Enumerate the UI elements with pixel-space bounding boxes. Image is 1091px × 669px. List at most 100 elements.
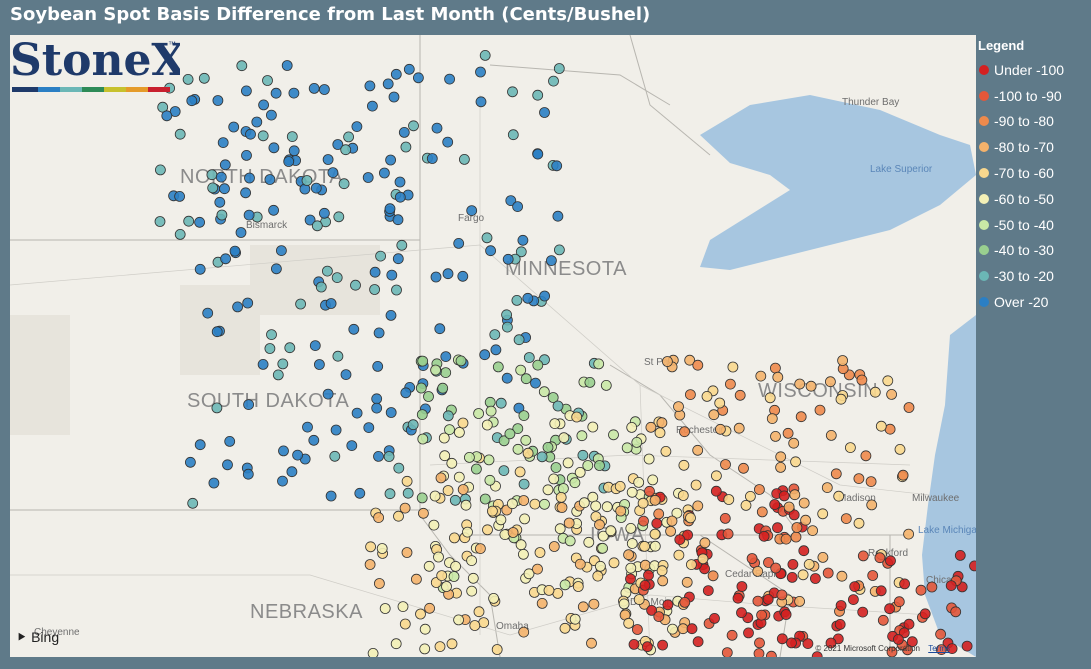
basis-marker[interactable] <box>309 340 321 352</box>
basis-marker[interactable] <box>564 535 576 547</box>
basis-marker[interactable] <box>633 594 645 605</box>
basis-marker[interactable] <box>417 355 429 367</box>
basis-marker[interactable] <box>594 519 605 531</box>
basis-marker[interactable] <box>775 451 787 463</box>
basis-marker[interactable] <box>763 557 774 568</box>
basis-marker[interactable] <box>364 559 376 570</box>
basis-marker[interactable] <box>501 372 513 384</box>
legend-item[interactable]: Over -20 <box>976 289 1091 315</box>
basis-marker[interactable] <box>552 400 564 412</box>
basis-marker[interactable] <box>483 454 495 466</box>
basis-marker[interactable] <box>787 559 799 570</box>
basis-marker[interactable] <box>577 601 589 613</box>
basis-marker[interactable] <box>733 422 745 434</box>
basis-marker[interactable] <box>783 501 795 513</box>
basis-marker[interactable] <box>530 377 541 389</box>
basis-marker[interactable] <box>518 410 530 422</box>
basis-marker[interactable] <box>786 637 797 649</box>
basis-marker[interactable] <box>789 489 801 501</box>
basis-marker[interactable] <box>474 543 486 554</box>
basis-marker[interactable] <box>457 270 469 282</box>
basis-marker[interactable] <box>756 506 768 518</box>
basis-marker[interactable] <box>625 562 637 574</box>
basis-marker[interactable] <box>647 474 659 486</box>
basis-marker[interactable] <box>475 96 487 108</box>
basis-marker[interactable] <box>446 638 458 650</box>
basis-marker[interactable] <box>875 420 887 432</box>
basis-marker[interactable] <box>618 598 630 610</box>
basis-marker[interactable] <box>278 445 289 457</box>
basis-marker[interactable] <box>194 439 206 451</box>
basis-marker[interactable] <box>692 359 704 371</box>
basis-marker[interactable] <box>587 421 599 433</box>
basis-marker[interactable] <box>885 555 896 567</box>
basis-marker[interactable] <box>215 171 227 183</box>
basis-marker[interactable] <box>268 204 280 216</box>
basis-marker[interactable] <box>600 379 612 391</box>
basis-marker[interactable] <box>685 389 696 401</box>
basis-marker[interactable] <box>856 374 868 386</box>
basis-marker[interactable] <box>903 618 915 630</box>
basis-marker[interactable] <box>702 585 714 596</box>
basis-marker[interactable] <box>810 573 821 584</box>
basis-marker[interactable] <box>686 623 698 635</box>
basis-marker[interactable] <box>830 468 842 480</box>
basis-marker[interactable] <box>743 627 754 639</box>
basis-marker[interactable] <box>519 513 530 525</box>
basis-marker[interactable] <box>228 121 240 133</box>
basis-marker[interactable] <box>755 370 767 382</box>
basis-marker[interactable] <box>732 592 744 604</box>
basis-marker[interactable] <box>639 540 650 552</box>
basis-marker[interactable] <box>222 459 233 471</box>
basis-marker[interactable] <box>692 636 704 648</box>
basis-marker[interactable] <box>571 411 583 423</box>
basis-marker[interactable] <box>860 450 872 462</box>
basis-marker[interactable] <box>723 494 735 505</box>
basis-marker[interactable] <box>174 190 186 202</box>
basis-marker[interactable] <box>373 327 385 339</box>
basis-marker[interactable] <box>582 460 594 471</box>
basis-marker[interactable] <box>548 75 559 87</box>
basis-marker[interactable] <box>795 411 807 423</box>
basis-marker[interactable] <box>550 462 562 473</box>
basis-marker[interactable] <box>840 513 852 525</box>
basis-marker[interactable] <box>532 359 544 371</box>
basis-marker[interactable] <box>649 540 661 552</box>
map-canvas[interactable]: NORTH DAKOTA MINNESOTA SOUTH DAKOTA WISC… <box>10 35 976 657</box>
basis-marker[interactable] <box>515 246 527 258</box>
basis-marker[interactable] <box>301 175 313 186</box>
basis-marker[interactable] <box>288 145 300 157</box>
basis-marker[interactable] <box>385 309 397 321</box>
basis-marker[interactable] <box>466 585 478 597</box>
basis-marker[interactable] <box>874 552 886 564</box>
basis-marker[interactable] <box>385 154 397 166</box>
basis-marker[interactable] <box>798 545 810 557</box>
basis-marker[interactable] <box>562 457 574 469</box>
basis-marker[interactable] <box>470 463 482 475</box>
basis-marker[interactable] <box>523 568 535 580</box>
basis-marker[interactable] <box>498 465 510 477</box>
basis-marker[interactable] <box>645 421 657 433</box>
basis-marker[interactable] <box>434 323 446 335</box>
basis-marker[interactable] <box>277 475 288 487</box>
basis-marker[interactable] <box>399 502 411 514</box>
basis-marker[interactable] <box>794 596 805 607</box>
basis-marker[interactable] <box>590 500 602 512</box>
basis-marker[interactable] <box>491 644 503 655</box>
basis-marker[interactable] <box>453 426 465 438</box>
basis-marker[interactable] <box>906 636 918 648</box>
basis-marker[interactable] <box>877 614 889 626</box>
legend-item[interactable]: -70 to -60 <box>976 160 1091 186</box>
basis-marker[interactable] <box>507 86 518 98</box>
basis-marker[interactable] <box>699 537 711 549</box>
basis-marker[interactable] <box>419 623 431 635</box>
basis-marker[interactable] <box>556 502 568 513</box>
basis-marker[interactable] <box>692 444 704 456</box>
basis-marker[interactable] <box>384 488 396 500</box>
basis-marker[interactable] <box>466 205 478 217</box>
basis-marker[interactable] <box>417 433 429 445</box>
basis-marker[interactable] <box>242 297 254 309</box>
basis-marker[interactable] <box>788 437 800 449</box>
basis-marker[interactable] <box>515 364 527 376</box>
basis-marker[interactable] <box>457 417 469 429</box>
